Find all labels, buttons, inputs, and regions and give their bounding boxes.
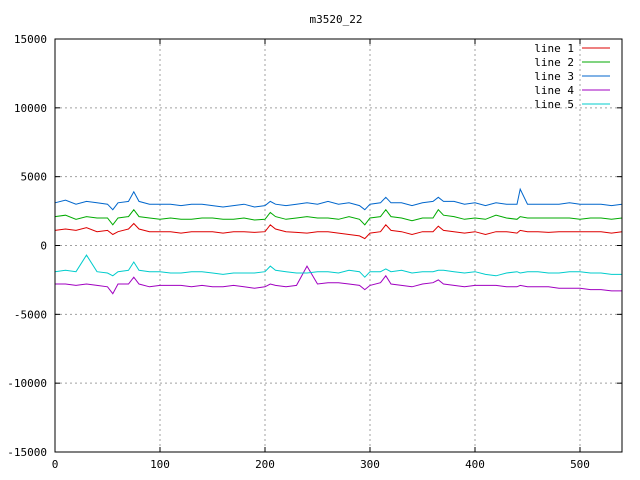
y-tick-label: 5000 (21, 171, 48, 184)
series-line-2 (54, 208, 623, 226)
x-tick-label: 100 (150, 458, 170, 471)
x-tick-label: 200 (255, 458, 275, 471)
y-tick-label: -5000 (14, 308, 47, 321)
y-tick-label: -10000 (7, 377, 47, 390)
series-line-1 (54, 222, 623, 240)
series-line-3 (54, 187, 623, 211)
y-tick-label: -15000 (7, 446, 47, 459)
series-line-5 (54, 254, 622, 278)
legend-label-1: line 1 (534, 42, 574, 55)
legend-label-5: line 5 (534, 98, 574, 111)
series-line-4 (55, 265, 622, 295)
y-tick-label: 0 (40, 240, 47, 253)
legend-label-2: line 2 (534, 56, 574, 69)
x-tick-label: 300 (360, 458, 380, 471)
legend-label-4: line 4 (534, 84, 574, 97)
y-tick-label: 10000 (14, 102, 47, 115)
x-tick-label: 500 (570, 458, 590, 471)
x-tick-label: 0 (52, 458, 59, 471)
series-lines (54, 187, 623, 295)
chart-title: m3520_22 (310, 13, 363, 26)
legend-label-3: line 3 (534, 70, 574, 83)
x-tick-label: 400 (465, 458, 485, 471)
axis-ticks: 15000 10000 5000 0 -5000 -10000 -15000 0 100 200 3… (7, 33, 622, 471)
grid-lines (55, 39, 622, 452)
y-tick-label: 15000 (14, 33, 47, 46)
